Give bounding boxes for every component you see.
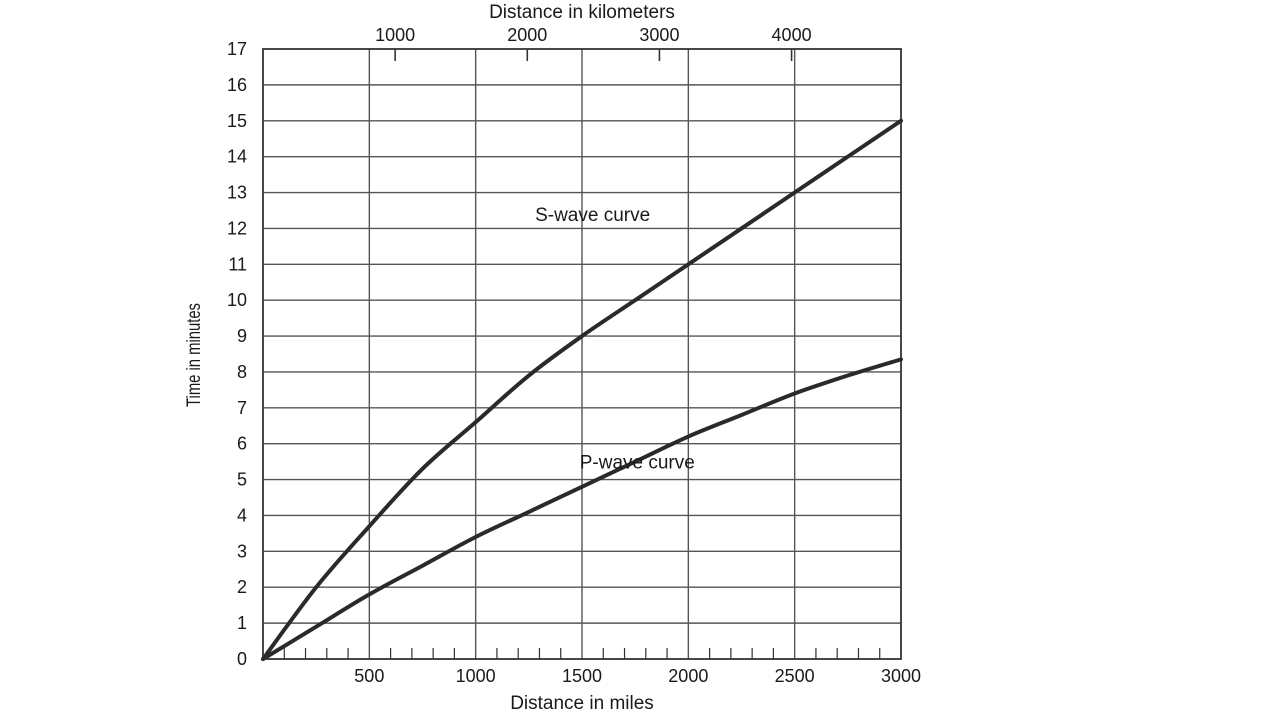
y-tick-label: 8 bbox=[237, 362, 247, 382]
y-tick-label: 3 bbox=[237, 541, 247, 561]
x-tick-label: 1500 bbox=[562, 666, 602, 686]
y-tick-label: 13 bbox=[227, 183, 247, 203]
annotations: S-wave curve P-wave curve bbox=[535, 205, 695, 474]
minor-ticks bbox=[283, 648, 881, 659]
y-tick-label: 9 bbox=[237, 326, 247, 346]
y-tick-label: 5 bbox=[237, 470, 247, 490]
y-tick-label: 10 bbox=[227, 290, 247, 310]
curve-annotation: S-wave curve bbox=[535, 205, 650, 226]
x2-tick-label: 1000 bbox=[375, 25, 415, 45]
x-tick-label: 2000 bbox=[668, 666, 708, 686]
y-tick-label: 7 bbox=[237, 398, 247, 418]
x2-axis-title: Distance in kilometers bbox=[489, 2, 675, 23]
plot-frame bbox=[262, 48, 902, 660]
y-tick-label: 12 bbox=[227, 218, 247, 238]
y-axis-title: Time in minutes bbox=[183, 303, 204, 407]
grid bbox=[263, 49, 901, 659]
y-tick-label: 6 bbox=[237, 434, 247, 454]
x2-tick-label: 4000 bbox=[772, 25, 812, 45]
x2-tick-label: 2000 bbox=[507, 25, 547, 45]
y-tick-label: 16 bbox=[227, 75, 247, 95]
x2-tick-label: 3000 bbox=[639, 25, 679, 45]
y-tick-label: 14 bbox=[227, 147, 247, 167]
curve-annotation: P-wave curve bbox=[580, 453, 695, 474]
p-wave-curve-line bbox=[261, 357, 903, 661]
y-tick-label: 0 bbox=[237, 649, 247, 669]
x-tick-label: 2500 bbox=[775, 666, 815, 686]
y-tick-label: 1 bbox=[237, 613, 247, 633]
x-tick-label: 500 bbox=[354, 666, 384, 686]
y-tick-label: 4 bbox=[237, 505, 247, 525]
y-tick-label: 11 bbox=[228, 254, 247, 274]
y-tick-label: 2 bbox=[237, 577, 247, 597]
y-tick-label: 17 bbox=[227, 39, 247, 59]
x-axis-title: Distance in miles bbox=[510, 693, 654, 714]
series bbox=[261, 118, 903, 661]
axes bbox=[262, 48, 902, 660]
y-tick-label: 15 bbox=[227, 111, 247, 131]
s-wave-curve-line bbox=[261, 118, 903, 661]
x-tick-label: 3000 bbox=[881, 666, 921, 686]
x-tick-label: 1000 bbox=[456, 666, 496, 686]
